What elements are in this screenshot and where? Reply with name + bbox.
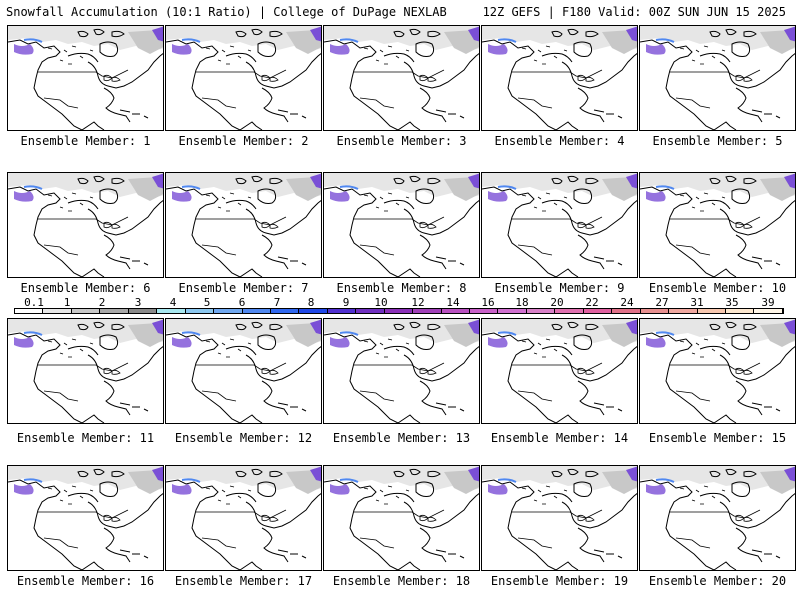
- ensemble-member-caption: Ensemble Member: 5: [652, 134, 783, 148]
- ensemble-member-map: [165, 172, 322, 278]
- legend-color-swatch: [697, 309, 726, 313]
- legend-color-swatch: [640, 309, 670, 313]
- legend-color-swatch: [327, 309, 357, 313]
- ensemble-member-caption: Ensemble Member: 17: [174, 574, 313, 588]
- ensemble-member-caption: Ensemble Member: 13: [332, 431, 471, 445]
- ensemble-member-caption: Ensemble Member: 6: [20, 281, 151, 295]
- snowfall-color-legend: 0.1 1 2 3 4 5 6 7 8 9 10 12 14 16 18 20 22 24 27 31 35 39: [14, 296, 784, 314]
- ensemble-member-caption: Ensemble Member: 8: [336, 281, 467, 295]
- legend-color-swatch: [384, 309, 414, 313]
- ensemble-member-map: [7, 318, 164, 424]
- ensemble-member-map: [323, 318, 480, 424]
- ensemble-member-map: [481, 172, 638, 278]
- ensemble-member-map: [165, 465, 322, 571]
- ensemble-member-caption: Ensemble Member: 20: [648, 574, 787, 588]
- legend-color-bar: [14, 308, 784, 314]
- ensemble-member-map: [7, 25, 164, 131]
- ensemble-member-map: [165, 25, 322, 131]
- legend-label: 35: [725, 296, 739, 309]
- map-title: Snowfall Accumulation (10:1 Ratio) | Col…: [6, 5, 447, 19]
- ensemble-member-map: [639, 25, 796, 131]
- legend-color-swatch: [128, 309, 158, 313]
- legend-label: 10: [374, 296, 388, 309]
- ensemble-member-caption: Ensemble Member: 11: [16, 431, 155, 445]
- legend-color-swatch: [43, 309, 72, 313]
- legend-label: 24: [620, 296, 634, 309]
- legend-label: 22: [585, 296, 599, 309]
- legend-color-swatch: [470, 309, 499, 313]
- legend-label: 27: [655, 296, 669, 309]
- legend-label: 20: [550, 296, 564, 309]
- ensemble-member-caption: Ensemble Member: 3: [336, 134, 467, 148]
- ensemble-member-caption: Ensemble Member: 16: [16, 574, 155, 588]
- legend-label: 12: [411, 296, 425, 309]
- legend-label: 31: [690, 296, 704, 309]
- legend-label: 14: [446, 296, 460, 309]
- legend-color-swatch: [498, 309, 527, 313]
- legend-label: 3: [134, 296, 142, 309]
- ensemble-member-caption: Ensemble Member: 9: [494, 281, 625, 295]
- legend-label: 16: [481, 296, 495, 309]
- legend-color-swatch: [71, 309, 101, 313]
- legend-color-swatch: [214, 309, 243, 313]
- ensemble-member-map: [323, 25, 480, 131]
- legend-label: 8: [307, 296, 315, 309]
- ensemble-member-caption: Ensemble Member: 15: [648, 431, 787, 445]
- ensemble-member-map: [323, 465, 480, 571]
- ensemble-member-map: [323, 172, 480, 278]
- ensemble-member-caption: Ensemble Member: 12: [174, 431, 313, 445]
- legend-color-swatch: [526, 309, 556, 313]
- legend-label: 2: [98, 296, 106, 309]
- legend-color-swatch: [15, 309, 44, 313]
- legend-color-swatch: [242, 309, 271, 313]
- run-valid-time: 12Z GEFS | F180 Valid: 00Z SUN JUN 15 20…: [482, 5, 786, 19]
- ensemble-member-caption: Ensemble Member: 10: [648, 281, 787, 295]
- ensemble-member-caption: Ensemble Member: 18: [332, 574, 471, 588]
- legend-label: 0.1: [24, 296, 44, 309]
- ensemble-member-caption: Ensemble Member: 19: [490, 574, 629, 588]
- legend-color-swatch: [270, 309, 300, 313]
- legend-color-swatch: [100, 309, 129, 313]
- ensemble-member-map: [481, 318, 638, 424]
- legend-label: 5: [203, 296, 211, 309]
- legend-color-swatch: [669, 309, 698, 313]
- ensemble-member-map: [639, 465, 796, 571]
- ensemble-member-map: [639, 318, 796, 424]
- legend-label: 4: [169, 296, 177, 309]
- ensemble-member-map: [165, 318, 322, 424]
- legend-color-swatch: [299, 309, 328, 313]
- ensemble-member-map: [481, 465, 638, 571]
- ensemble-member-map: [481, 25, 638, 131]
- legend-color-swatch: [583, 309, 613, 313]
- legend-color-swatch: [356, 309, 385, 313]
- legend-label: 6: [238, 296, 246, 309]
- legend-color-swatch: [157, 309, 186, 313]
- legend-color-swatch: [754, 309, 783, 313]
- legend-label: 39: [761, 296, 775, 309]
- ensemble-member-caption: Ensemble Member: 1: [20, 134, 151, 148]
- legend-color-swatch: [413, 309, 442, 313]
- ensemble-member-caption: Ensemble Member: 7: [178, 281, 309, 295]
- ensemble-member-map: [7, 172, 164, 278]
- legend-label: 1: [63, 296, 71, 309]
- legend-color-swatch: [185, 309, 215, 313]
- legend-color-swatch: [555, 309, 584, 313]
- ensemble-member-caption: Ensemble Member: 2: [178, 134, 309, 148]
- legend-label: 18: [515, 296, 529, 309]
- legend-color-swatch: [612, 309, 641, 313]
- ensemble-member-map: [7, 465, 164, 571]
- ensemble-member-map: [639, 172, 796, 278]
- legend-color-swatch: [725, 309, 755, 313]
- ensemble-member-caption: Ensemble Member: 4: [494, 134, 625, 148]
- legend-label: 9: [342, 296, 350, 309]
- legend-label: 7: [273, 296, 281, 309]
- legend-color-swatch: [441, 309, 470, 313]
- ensemble-member-caption: Ensemble Member: 14: [490, 431, 629, 445]
